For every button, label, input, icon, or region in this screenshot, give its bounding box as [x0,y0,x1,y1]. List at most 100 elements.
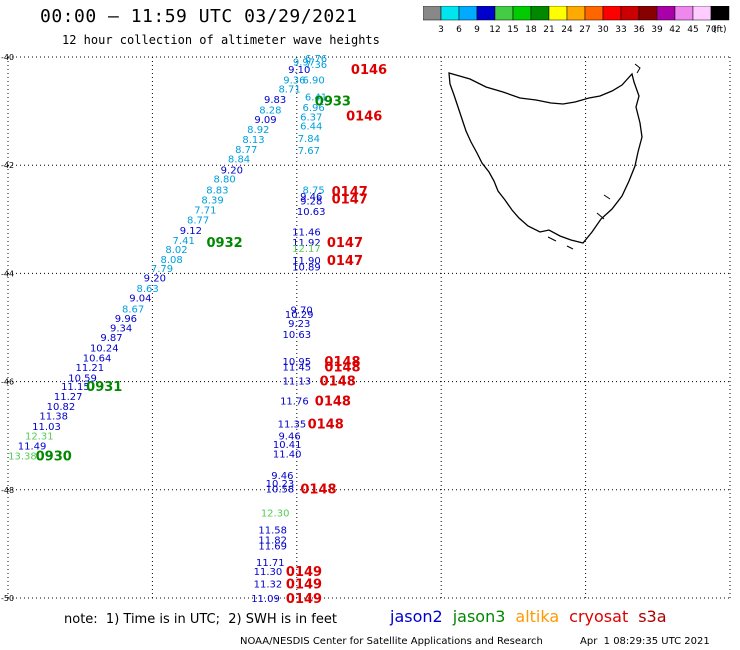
pass-time-label: 0931 [86,380,122,395]
swh-point-label: 11.82 [258,536,287,547]
swh-point-label: 6.90 [303,76,325,87]
pass-time-label: 0146 [346,109,382,124]
island-marks [547,63,641,250]
swh-point-label: 11.32 [254,579,283,590]
swh-point-label: 9.46 [278,432,300,443]
swh-point-label: 7.71 [194,206,216,217]
colorbar-tick-label: 9 [474,25,480,35]
pass-time-label: 0146 [351,63,387,78]
pass-time-label: 0147 [332,193,368,208]
swh-point-label: 8.13 [242,135,264,146]
swh-point-label: 11.27 [54,392,83,403]
swh-point-label: 12.31 [25,432,54,443]
swh-point-label: 11.49 [18,441,47,452]
swh-point-label: 7.41 [173,236,195,247]
swh-point-label: 10.59 [68,373,97,384]
swh-point-label: 6.37 [300,113,322,124]
tasmania-outline [448,72,643,244]
swh-point-label: 8.75 [303,186,325,197]
swh-point-label: 11.92 [292,238,321,249]
swh-points: 9.979.109.368.719.838.289.098.928.138.77… [8,54,327,605]
swh-point-label: 11.15 [61,382,90,393]
colorbar-tick-label: 33 [615,25,626,35]
swh-point-label: 10.82 [47,402,76,413]
legend-entry-s3a: s3a [638,607,667,626]
colorbar-tick-label: 30 [597,25,609,35]
tasmania-coastline [448,63,643,250]
pass-time-label: 0148 [315,395,351,410]
swh-point-label: 9.10 [288,65,310,76]
swh-point-label: 9.23 [288,319,310,330]
swh-point-label: 9.20 [144,274,166,285]
pass-time-label: 0147 [327,236,363,251]
y-tick-label: -40 [1,53,14,62]
footer-note: note: 1) Time is in UTC; 2) SWH is in fe… [64,612,337,627]
pass-time-labels: 0146093301460147014701470147093201480148… [36,63,387,605]
color-scale-bar: 3 6 9 12 15 18 21 24 27 30 33 36 39 42 45 70(ft) [423,6,730,35]
swh-point-label: 10.63 [282,330,311,341]
swh-point-label: 9.96 [115,314,137,325]
swh-point-label: 7.67 [298,146,320,157]
colorbar-tick-label: 6 [456,25,462,35]
colorbar-tick-label: 15 [507,25,518,35]
swh-point-label: 8.77 [187,215,209,226]
swh-point-label: 6.41 [305,92,327,103]
colorbar-tick-label: 12 [489,25,500,35]
swh-point-label: 9.12 [180,226,202,237]
colorbar-unit: (ft) [713,25,727,35]
swh-point-label: 6.44 [300,122,322,133]
swh-point-label: 7.79 [151,264,173,275]
swh-point-label: 10.24 [90,344,119,355]
map-grid: 135138141144147150-40-42-44-46-48-50 [1,53,731,603]
swh-point-label: 11.30 [254,567,283,578]
swh-point-label: 10.64 [83,353,112,364]
swh-point-label: 11.76 [280,397,309,408]
y-tick-label: -46 [1,378,14,387]
swh-point-label: 11.21 [76,363,105,374]
swh-point-label: 9.83 [264,95,286,106]
legend-entry-jason2: jason2 [390,607,443,626]
pass-time-label: 0148 [324,360,360,375]
swh-point-label: 11.58 [258,525,287,536]
wave-height-map: 135138141144147150-40-42-44-46-48-50 9.9… [1,53,731,605]
swh-point-label: 8.08 [161,255,183,266]
swh-point-label: 11.35 [278,419,307,430]
legend-entry-altika: altika [515,607,560,626]
swh-point-label: 11.71 [256,558,285,569]
y-tick-label: -44 [1,269,14,278]
swh-point-label: 9.97 [293,57,315,68]
swh-point-label: 7.84 [298,134,320,145]
colorbar-swatch [710,6,730,21]
swh-point-label: 8.67 [122,305,144,316]
pass-time-label: 0148 [320,375,356,390]
swh-point-label: 10.95 [282,357,311,368]
pass-time-label: 0149 [286,592,322,605]
swh-point-label: 8.63 [136,284,158,295]
swh-point-label: 10.63 [297,207,326,218]
colorbar-tick-label: 27 [579,25,590,35]
colorbar-tick-label: 36 [633,25,645,35]
swh-point-label: 11.38 [39,412,68,423]
pass-time-label: 0147 [332,185,368,200]
swh-point-label: 11.90 [292,256,321,267]
swh-point-label: 9.70 [290,306,312,317]
swh-point-label: 11.40 [273,450,302,461]
y-tick-label: -50 [1,594,14,603]
colorbar-tick-label: 39 [651,25,663,35]
colorbar-tick-label: 42 [669,25,680,35]
swh-point-label: 9.09 [254,115,276,126]
swh-point-label: 10.89 [292,262,321,273]
chart-title: 00:00 – 11:59 UTC 03/29/2021 [40,6,358,27]
swh-point-label: 9.87 [100,333,122,344]
swh-point-label: 9.20 [221,166,243,177]
swh-point-label: 11.69 [258,542,287,553]
swh-point-label: 9.36 [283,76,305,87]
swh-point-label: 12.30 [261,509,290,520]
swh-point-label: 8.80 [213,175,235,186]
generated-timestamp: Apr 1 08:29:35 UTC 2021 [580,636,710,647]
swh-point-label: 9.28 [300,196,322,207]
swh-point-label: 9.04 [129,294,151,305]
swh-point-label: 8.83 [206,186,228,197]
swh-point-label: 8.77 [235,145,257,156]
colorbar-tick-label: 21 [543,25,554,35]
